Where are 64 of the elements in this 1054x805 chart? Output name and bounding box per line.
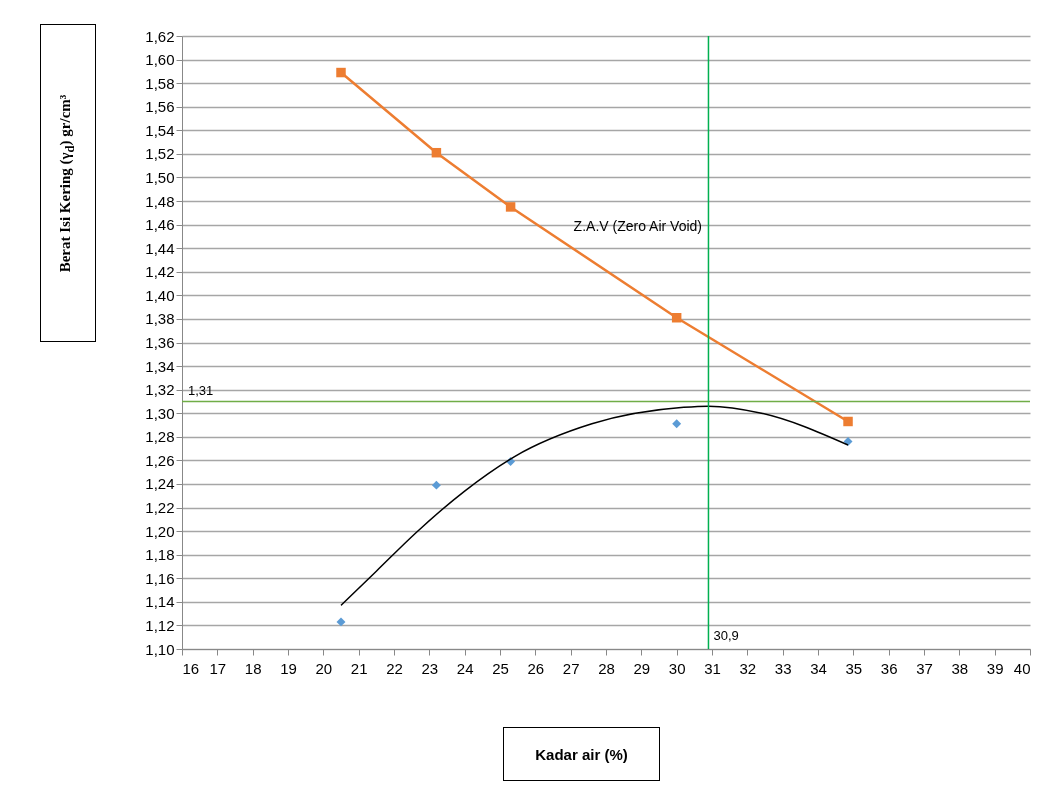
point [505, 202, 516, 212]
y-tick-label: 1,40 [145, 286, 175, 304]
y-tick-label: 1,28 [145, 428, 175, 446]
y-tick-label: 1,42 [145, 263, 175, 281]
point [431, 147, 442, 158]
y-tick-label: 1,62 [145, 27, 175, 45]
point [671, 313, 682, 323]
x-tick-label: 18 [244, 659, 262, 677]
x-tick-label: 33 [774, 659, 792, 677]
y-tick-label: 1,12 [145, 616, 175, 634]
x-tick-label: 37 [916, 659, 933, 677]
point [431, 480, 441, 490]
y-tick-label: 1,26 [145, 451, 175, 469]
y-tick-label: 1,36 [145, 334, 175, 351]
x-axis-title: Kadar air (%) [503, 727, 660, 781]
y-tick-label: 1,14 [145, 593, 175, 611]
x-tick-label: 19 [280, 659, 297, 677]
y-tick-label: 1,20 [145, 522, 175, 540]
x-tick-label: 30 [668, 659, 686, 677]
x-tick-label: 20 [315, 659, 333, 677]
x-tick-label: 31 [704, 659, 721, 677]
y-tick-label: 1,44 [145, 239, 175, 257]
point [672, 419, 682, 429]
point [843, 416, 853, 427]
y-tick-label: 1,32 [145, 381, 175, 399]
x-tick-label: 27 [562, 659, 580, 677]
x-tick-label: 28 [598, 659, 615, 677]
y-tick-label: 1,18 [145, 546, 175, 564]
ref-line-label: 30,9 [713, 628, 739, 643]
y-tick-label: 1,60 [145, 51, 175, 69]
x-tick-label: 22 [386, 659, 403, 677]
x-tick-label: 21 [350, 659, 368, 677]
x-tick-label: 17 [209, 659, 227, 677]
x-tick-label: 25 [492, 659, 509, 677]
x-tick-label: 23 [421, 659, 439, 677]
x-tick-label: 24 [456, 659, 474, 677]
x-tick-label: 40 [1013, 659, 1031, 677]
y-tick-label: 1,34 [145, 357, 175, 375]
x-tick-label: 32 [739, 659, 757, 677]
point [336, 67, 346, 78]
y-tick-label: 1,56 [145, 98, 175, 116]
y-tick-label: 1,58 [145, 74, 175, 92]
x-tick-label: 38 [951, 659, 969, 677]
y-tick-label: 1,54 [145, 121, 175, 139]
ref-line-label: 1,31 [188, 383, 214, 399]
y-tick-label: 1,38 [145, 310, 175, 328]
y-tick-label: 1,10 [145, 640, 175, 658]
y-tick-label: 1,48 [145, 192, 175, 210]
x-tick-label: 29 [633, 659, 651, 677]
y-tick-label: 1,50 [145, 168, 175, 186]
y-tick-label: 1,16 [145, 569, 175, 587]
x-tick-label: 26 [527, 659, 545, 677]
y-tick-label: 1,22 [145, 499, 175, 517]
y-tick-label: 1,30 [145, 404, 175, 422]
x-tick-label: 36 [880, 659, 898, 677]
x-tick-label: 16 [182, 659, 200, 677]
point [336, 617, 346, 627]
y-tick-label: 1,46 [145, 216, 175, 234]
y-tick-label: 1,52 [145, 145, 175, 163]
y-tick-label: 1,24 [145, 475, 175, 493]
x-tick-label: 35 [845, 659, 863, 677]
x-tick-label: 34 [810, 659, 827, 677]
x-tick-label: 39 [986, 659, 1004, 677]
annotation: Z.A.V (Zero Air Void) [573, 218, 702, 235]
